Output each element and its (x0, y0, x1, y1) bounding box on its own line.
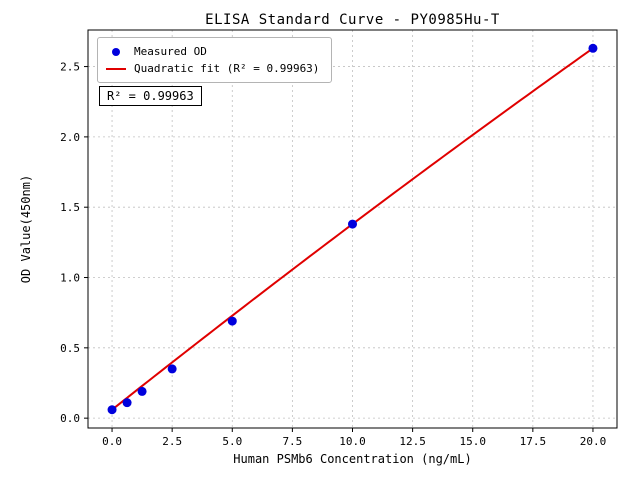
svg-text:0.5: 0.5 (60, 342, 80, 355)
legend-item-measured-od: Measured OD (106, 43, 319, 60)
svg-text:12.5: 12.5 (399, 435, 426, 448)
measured-od-marker-icon (112, 47, 120, 56)
svg-text:17.5: 17.5 (520, 435, 547, 448)
svg-text:2.0: 2.0 (60, 131, 80, 144)
svg-text:0.0: 0.0 (60, 412, 80, 425)
legend-item-quadratic-fit: Quadratic fit (R² = 0.99963) (106, 60, 319, 77)
svg-text:10.0: 10.0 (339, 435, 366, 448)
svg-text:1.5: 1.5 (60, 201, 80, 214)
legend-label-quadratic-fit: Quadratic fit (R² = 0.99963) (134, 62, 320, 75)
svg-text:5.0: 5.0 (222, 435, 242, 448)
x-axis-label: Human PSMb6 Concentration (ng/mL) (233, 452, 472, 466)
svg-text:1.0: 1.0 (60, 272, 80, 285)
svg-text:7.5: 7.5 (282, 435, 302, 448)
r-squared-annotation: R² = 0.99963 (99, 86, 202, 106)
y-axis-label: OD Value(450nm) (19, 174, 33, 284)
svg-text:2.5: 2.5 (60, 61, 80, 74)
svg-text:20.0: 20.0 (580, 435, 607, 448)
axis-ticks: 0.0 2.5 5.0 7.5 10.0 12.5 15.0 17.5 20.0 0.0 0.5 1.… (60, 61, 606, 448)
svg-text:2.5: 2.5 (162, 435, 182, 448)
chart-title: ELISA Standard Curve - PY0985Hu-T (205, 12, 500, 28)
data-points (107, 43, 598, 415)
quadratic-fit-marker-icon (106, 67, 126, 70)
legend-label-measured-od: Measured OD (134, 45, 207, 58)
svg-text:15.0: 15.0 (459, 435, 486, 448)
legend: Measured OD Quadratic fit (R² = 0.99963) (97, 37, 333, 83)
svg-text:0.0: 0.0 (102, 435, 122, 448)
